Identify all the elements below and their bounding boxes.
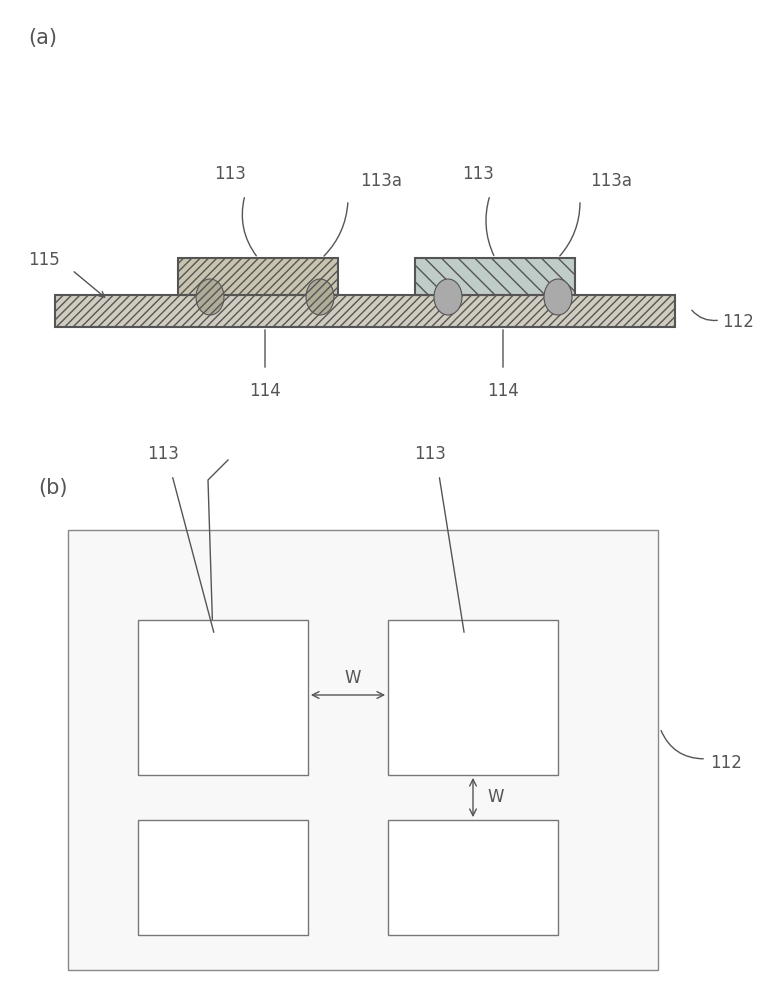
Bar (388, 820, 558, 935)
Bar (55, 295, 675, 327)
Text: W: W (487, 788, 503, 806)
Ellipse shape (544, 279, 572, 315)
Text: W: W (345, 669, 361, 687)
Text: 113: 113 (415, 445, 447, 463)
Bar (138, 620, 308, 775)
Bar (415, 258, 575, 295)
Text: 113: 113 (214, 165, 246, 183)
Text: 113a: 113a (360, 172, 402, 190)
Bar (178, 258, 338, 295)
Bar (388, 620, 558, 775)
Text: 114: 114 (487, 382, 519, 400)
Text: (a): (a) (28, 28, 57, 48)
Ellipse shape (196, 279, 224, 315)
Bar (138, 820, 308, 935)
Text: 113: 113 (462, 165, 494, 183)
Ellipse shape (434, 279, 462, 315)
Text: 112: 112 (710, 754, 742, 772)
Text: (b): (b) (38, 478, 67, 498)
Text: 113: 113 (148, 445, 180, 463)
Text: 112: 112 (722, 313, 754, 331)
Text: 113a: 113a (590, 172, 632, 190)
Bar (68, 530, 658, 970)
Text: 115: 115 (28, 251, 60, 269)
Ellipse shape (306, 279, 334, 315)
Text: 114: 114 (249, 382, 281, 400)
